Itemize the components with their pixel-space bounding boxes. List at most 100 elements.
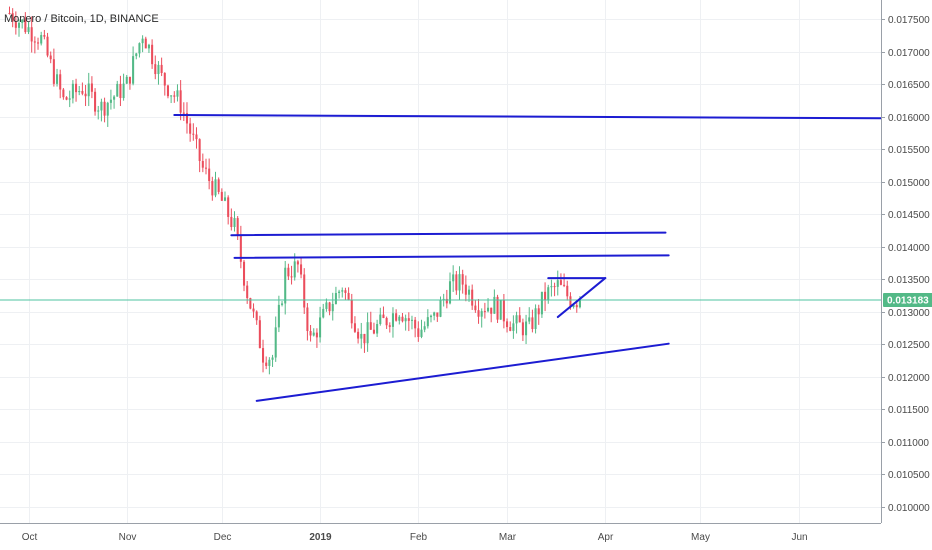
candle-body <box>274 327 277 358</box>
candle-body <box>100 101 103 111</box>
candle-body <box>277 304 280 328</box>
candle <box>116 80 119 97</box>
candle-body <box>366 322 369 344</box>
price-tick-label: 0.014000 <box>888 243 930 254</box>
price-tick-label: 0.016500 <box>888 80 930 91</box>
candle-body <box>68 98 71 100</box>
candle <box>24 12 27 34</box>
candle-body <box>382 314 385 318</box>
candle-body <box>360 333 363 339</box>
candle <box>71 80 74 104</box>
candle-body <box>480 311 483 317</box>
candle <box>575 301 578 313</box>
candle-body <box>341 290 344 292</box>
candle-body <box>550 286 553 288</box>
candle <box>388 322 391 333</box>
candle-body <box>249 298 252 309</box>
candle <box>474 299 477 313</box>
candle-body <box>252 308 255 312</box>
candle-body <box>502 300 505 322</box>
candle-body <box>572 305 575 307</box>
candle-body <box>24 19 27 33</box>
candle <box>366 312 369 352</box>
candle <box>544 282 547 312</box>
candle <box>182 102 185 122</box>
candle <box>239 225 242 269</box>
candle-body <box>220 191 223 201</box>
candle <box>350 293 353 329</box>
candle-body <box>464 284 467 295</box>
candle <box>154 55 157 80</box>
candle-body <box>547 287 550 300</box>
candle <box>525 314 528 345</box>
candle-body <box>525 321 528 336</box>
candle <box>328 301 331 316</box>
candle-body <box>369 322 372 330</box>
candle-body <box>350 299 353 324</box>
candle-body <box>239 236 242 262</box>
candle-body <box>448 281 452 304</box>
candle-body <box>379 314 382 325</box>
candle <box>233 211 236 232</box>
candle-body <box>185 113 189 124</box>
candle-body <box>258 320 261 349</box>
candle <box>198 138 201 173</box>
candle <box>144 36 147 49</box>
candle-body <box>372 329 375 334</box>
candle-body <box>315 332 318 338</box>
candle <box>211 176 214 201</box>
candle <box>518 307 521 323</box>
time-axis[interactable]: Oct Nov Dec 2019 Feb Mar Apr May Jun <box>22 532 808 543</box>
candle-body <box>179 90 182 113</box>
candle <box>252 303 255 318</box>
candle-body <box>71 83 74 99</box>
candle <box>407 312 410 332</box>
candle-body <box>534 308 537 330</box>
candle-body <box>33 41 36 43</box>
candle <box>166 84 169 99</box>
candle-body <box>21 19 24 23</box>
price-tick-label: 0.012000 <box>888 373 930 384</box>
candle <box>21 18 24 29</box>
last-price-tag-label: 0.013183 <box>887 295 929 306</box>
candle-body <box>125 76 128 84</box>
candle-body <box>236 218 239 237</box>
candle-body <box>284 267 287 304</box>
candle <box>217 177 220 195</box>
candle-body <box>192 133 195 135</box>
candle <box>173 91 176 103</box>
candle <box>36 37 40 50</box>
candle-body <box>113 96 116 100</box>
candle-body <box>452 274 455 282</box>
candle <box>344 287 347 300</box>
candle <box>341 287 344 298</box>
candle-body <box>173 95 176 97</box>
candle-body <box>518 315 521 323</box>
candle <box>189 117 192 142</box>
candle <box>429 314 433 323</box>
time-tick-label: Nov <box>119 532 137 543</box>
candle <box>103 97 106 123</box>
price-tick-label: 0.013500 <box>888 275 930 286</box>
candle <box>322 303 325 319</box>
candle-body <box>109 99 112 103</box>
candle <box>141 35 144 53</box>
candle-body <box>553 286 556 288</box>
candle <box>208 158 211 190</box>
price-axis[interactable]: 0.017500 0.017000 0.016500 0.016000 0.015500… <box>881 15 930 514</box>
candle-body <box>49 55 52 60</box>
candle <box>363 333 366 353</box>
candle-body <box>455 274 458 291</box>
candle <box>467 285 471 302</box>
candle-body <box>119 83 122 99</box>
candle <box>477 298 480 324</box>
trendline-resistance-0.01420 <box>230 231 667 237</box>
candle-body <box>559 280 562 285</box>
price-tick-label: 0.016000 <box>888 113 930 124</box>
candle <box>17 19 21 37</box>
candle-body <box>170 95 173 97</box>
candle <box>296 259 299 273</box>
candle-body <box>334 292 337 304</box>
